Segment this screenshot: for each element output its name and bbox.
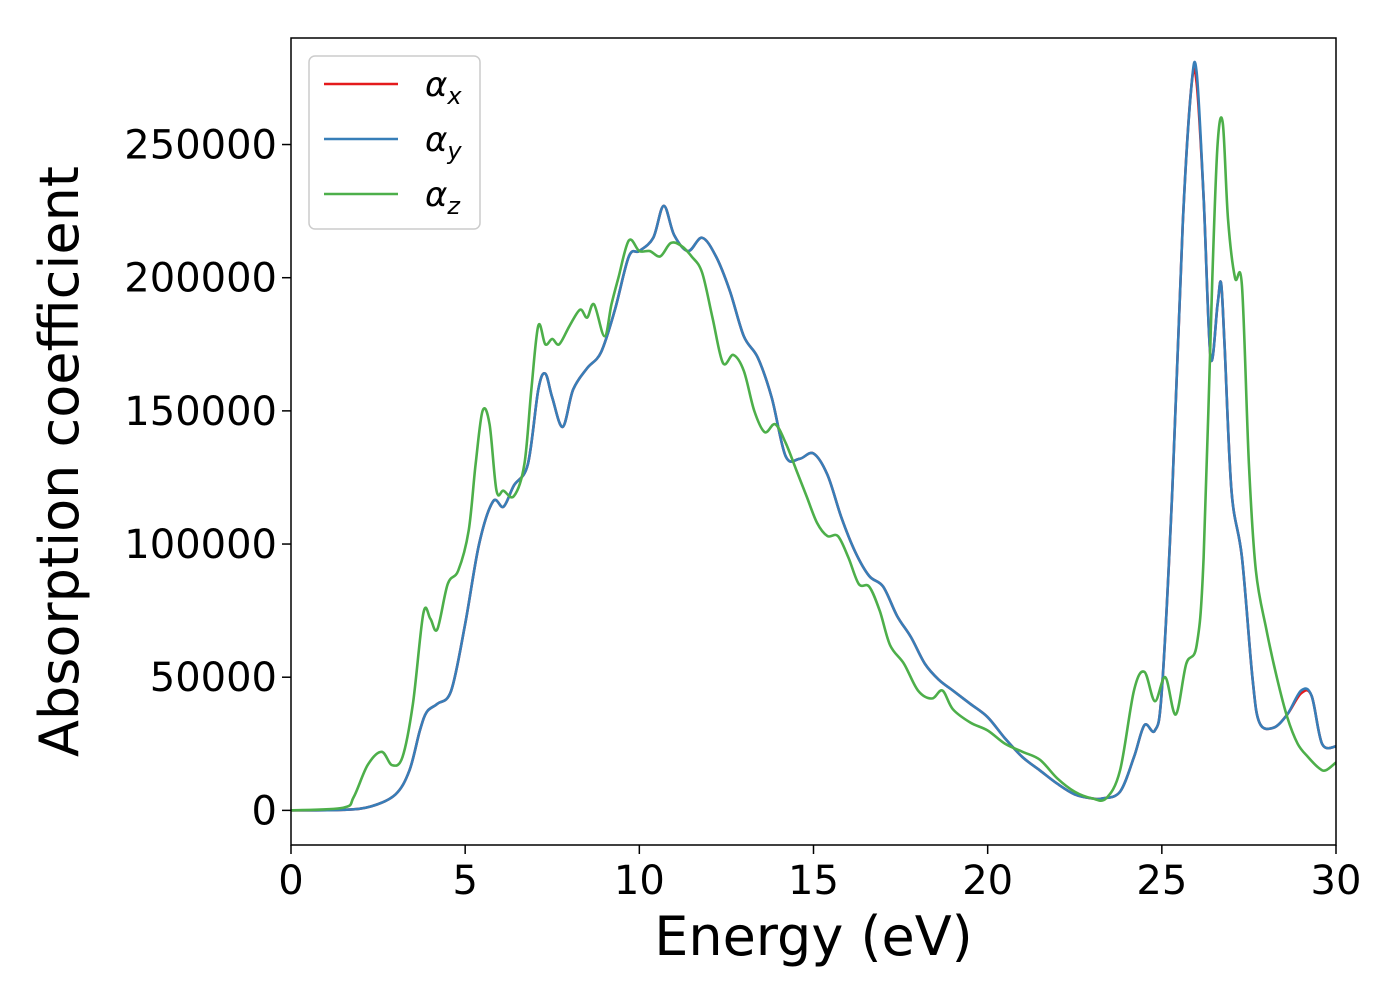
x-tick-label: 5 xyxy=(452,858,477,904)
x-tick-label: 10 xyxy=(614,858,665,904)
legend-label: αx xyxy=(425,65,462,110)
legend: αx αy αz xyxy=(308,55,481,230)
x-tick-label: 20 xyxy=(962,858,1013,904)
y-tick-label: 200000 xyxy=(124,256,277,302)
legend-label: αz xyxy=(425,175,461,220)
legend-label: αy xyxy=(425,120,462,165)
x-axis-label: Energy (eV) xyxy=(654,905,973,968)
x-tick-label: 0 xyxy=(278,858,303,904)
y-tick-label: 50000 xyxy=(150,655,277,701)
y-tick-label: 250000 xyxy=(124,123,277,169)
x-tick-label: 15 xyxy=(788,858,839,904)
x-tick-label: 25 xyxy=(1136,858,1187,904)
y-axis: 0 50000 100000 150000 200000 250000 xyxy=(124,123,291,834)
series-line-alpha-z xyxy=(291,116,1336,812)
y-tick-label: 150000 xyxy=(124,389,277,435)
legend-box xyxy=(308,55,481,230)
x-axis: 0 5 10 15 20 25 30 xyxy=(278,845,1361,904)
x-tick-label: 30 xyxy=(1311,858,1362,904)
plot-frame xyxy=(290,37,1337,846)
y-tick-label: 0 xyxy=(252,788,277,834)
y-axis-label: Absorption coefficient xyxy=(28,166,91,757)
y-tick-label: 100000 xyxy=(124,522,277,568)
plot-area xyxy=(291,60,1336,812)
